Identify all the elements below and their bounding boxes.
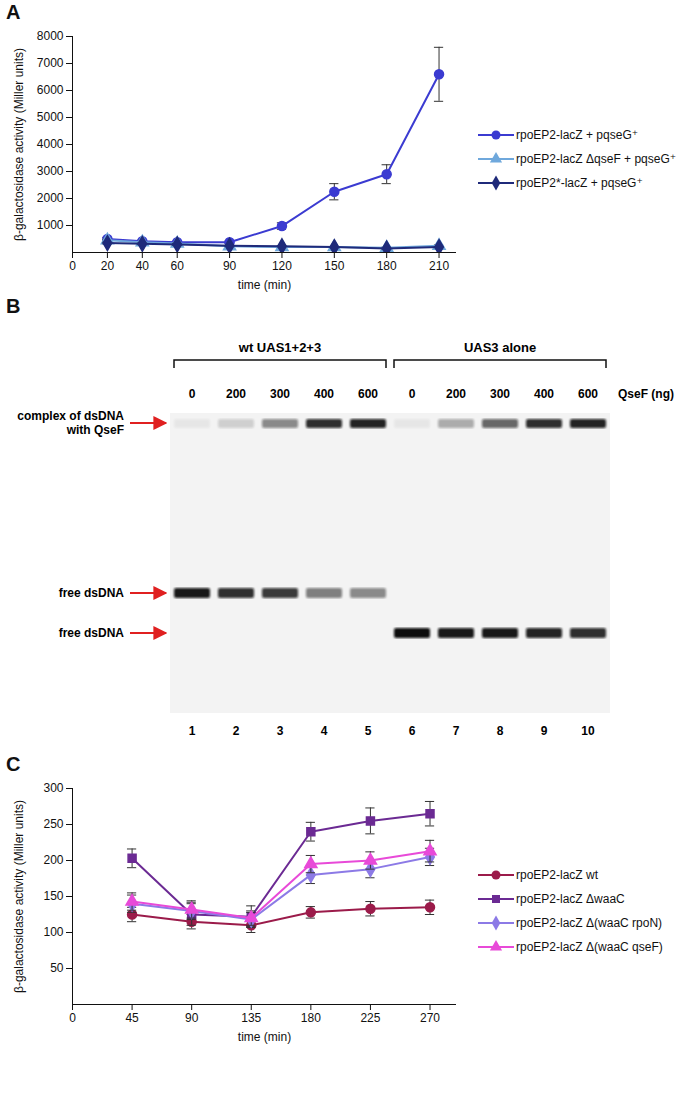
svg-text:free dsDNA: free dsDNA: [59, 586, 125, 600]
svg-text:7000: 7000: [37, 56, 64, 70]
svg-text:600: 600: [358, 387, 378, 401]
html-text:rpoEP2-lacZ Δ(waaC qseF): rpoEP2-lacZ Δ(waaC qseF): [516, 939, 663, 954]
svg-text:20: 20: [101, 259, 115, 273]
svg-text:0: 0: [69, 1011, 76, 1025]
svg-text:4: 4: [321, 724, 328, 738]
svg-text:200: 200: [446, 387, 466, 401]
svg-text:60: 60: [171, 259, 185, 273]
svg-text:3000: 3000: [37, 164, 64, 178]
svg-text:10: 10: [581, 724, 595, 738]
svg-text:QseF (ng): QseF (ng): [618, 387, 674, 401]
svg-text:0: 0: [69, 259, 76, 273]
svg-text:0: 0: [409, 387, 416, 401]
svg-text:300: 300: [43, 781, 63, 795]
svg-text:150: 150: [43, 889, 63, 903]
svg-text:400: 400: [314, 387, 334, 401]
svg-text:250: 250: [43, 817, 63, 831]
html-text:rpoEP2*-lacZ + pqseG⁺: rpoEP2*-lacZ + pqseG⁺: [516, 175, 643, 190]
svg-text:150: 150: [324, 259, 344, 273]
svg-text:1000: 1000: [37, 218, 64, 232]
svg-text:4000: 4000: [37, 137, 64, 151]
svg-text:2: 2: [233, 724, 240, 738]
svg-text:200: 200: [226, 387, 246, 401]
svg-text:100: 100: [43, 925, 63, 939]
svg-text:135: 135: [241, 1011, 261, 1025]
svg-text:β-galactosidase activity (Mill: β-galactosidase activity (Miller units): [12, 48, 26, 241]
svg-text:6: 6: [409, 724, 416, 738]
svg-text:1: 1: [189, 724, 196, 738]
svg-text:180: 180: [377, 259, 397, 273]
html-text:C: C: [6, 753, 21, 775]
svg-text:90: 90: [223, 259, 237, 273]
svg-text:wt UAS1+2+3: wt UAS1+2+3: [238, 340, 321, 355]
svg-text:210: 210: [429, 259, 449, 273]
svg-text:120: 120: [272, 259, 292, 273]
html-text:rpoEP2-lacZ ΔqseF + pqseG⁺: rpoEP2-lacZ ΔqseF + pqseG⁺: [516, 151, 677, 166]
svg-text:300: 300: [490, 387, 510, 401]
svg-text:8000: 8000: [37, 29, 64, 43]
svg-text:7: 7: [453, 724, 460, 738]
svg-text:180: 180: [301, 1011, 321, 1025]
svg-text:90: 90: [185, 1011, 199, 1025]
html-text:rpoEP2-lacZ + pqseG⁺: rpoEP2-lacZ + pqseG⁺: [516, 127, 639, 142]
svg-text:200: 200: [43, 853, 63, 867]
svg-text:600: 600: [578, 387, 598, 401]
svg-text:2000: 2000: [37, 191, 64, 205]
html-text:B: B: [6, 295, 21, 317]
svg-text:UAS3 alone: UAS3 alone: [464, 340, 536, 355]
html-text:A: A: [6, 1, 21, 23]
svg-text:270: 270: [420, 1011, 440, 1025]
html-text:rpoEP2-lacZ wt: rpoEP2-lacZ wt: [516, 867, 598, 882]
svg-text:8: 8: [497, 724, 504, 738]
svg-text:5: 5: [365, 724, 372, 738]
svg-text:9: 9: [541, 724, 548, 738]
html-text:rpoEP2-lacZ ΔwaaC: rpoEP2-lacZ ΔwaaC: [516, 891, 625, 906]
svg-text:time (min): time (min): [238, 278, 291, 292]
svg-text:3: 3: [277, 724, 284, 738]
svg-text:225: 225: [360, 1011, 380, 1025]
svg-text:β-galactosidase activity (Mill: β-galactosidase activity (Miller units): [12, 800, 26, 993]
svg-text:free dsDNA: free dsDNA: [59, 626, 125, 640]
svg-text:50: 50: [50, 961, 64, 975]
svg-text:time (min): time (min): [238, 1030, 291, 1044]
svg-text:40: 40: [136, 259, 150, 273]
svg-text:5000: 5000: [37, 110, 64, 124]
svg-text:complex of dsDNAwith QseF: complex of dsDNAwith QseF: [17, 409, 124, 437]
svg-text:45: 45: [125, 1011, 139, 1025]
svg-text:0: 0: [189, 387, 196, 401]
svg-text:300: 300: [270, 387, 290, 401]
svg-text:6000: 6000: [37, 83, 64, 97]
svg-text:400: 400: [534, 387, 554, 401]
html-text:rpoEP2-lacZ Δ(waaC rpoN): rpoEP2-lacZ Δ(waaC rpoN): [516, 915, 663, 930]
